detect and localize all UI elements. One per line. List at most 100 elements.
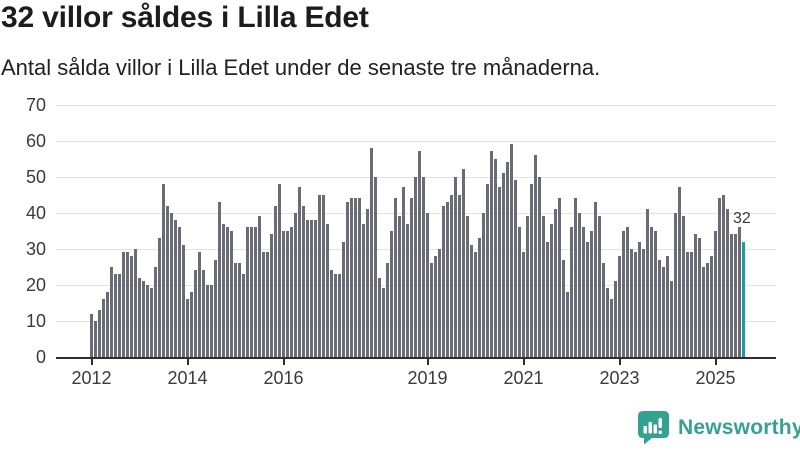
bar (162, 184, 165, 357)
bar (346, 202, 349, 357)
bar (410, 198, 413, 357)
bar (698, 238, 701, 357)
x-axis-tick-2019 (426, 358, 429, 365)
bar (286, 231, 289, 357)
bar (474, 252, 477, 357)
bar (118, 274, 121, 357)
x-axis-tick-2025 (714, 358, 717, 365)
bar (158, 238, 161, 357)
bar (402, 187, 405, 357)
bar (354, 198, 357, 357)
bar (334, 274, 337, 357)
y-axis-label: 0 (35, 347, 46, 367)
bar (170, 213, 173, 357)
bar (342, 242, 345, 357)
bar (690, 252, 693, 357)
bar (206, 285, 209, 357)
bar (678, 187, 681, 357)
bar (602, 263, 605, 357)
y-axis-label: 70 (25, 95, 46, 115)
bar (598, 216, 601, 357)
x-axis-label-2014: 2014 (167, 368, 208, 388)
bar (562, 260, 565, 357)
bar (590, 231, 593, 357)
bar (262, 252, 265, 357)
bar (194, 270, 197, 357)
y-axis-label: 40 (25, 203, 46, 223)
x-axis-tick-2014 (186, 358, 189, 365)
bar (594, 202, 597, 357)
y-axis-label: 50 (25, 167, 46, 187)
bar (386, 263, 389, 357)
bar (426, 213, 429, 357)
bar (90, 314, 93, 357)
y-axis-label: 20 (25, 275, 46, 295)
bar (318, 195, 321, 357)
bar (582, 227, 585, 357)
bar (98, 310, 101, 357)
bar (406, 224, 409, 357)
newsworthy-logo: Newsworthy (637, 411, 800, 445)
bar (450, 195, 453, 357)
x-axis-tick-2023 (618, 358, 621, 365)
bar (722, 195, 725, 357)
bar (330, 270, 333, 357)
bar (102, 299, 105, 357)
bar (186, 299, 189, 357)
x-axis-label-2012: 2012 (71, 368, 112, 388)
chart-title: 32 villor såldes i Lilla Edet (1, 1, 369, 34)
bar (566, 292, 569, 357)
bar (202, 270, 205, 357)
bar (658, 260, 661, 357)
bar (366, 209, 369, 357)
bar (114, 274, 117, 357)
bar (534, 155, 537, 357)
bar (542, 216, 545, 357)
x-axis-tick-2016 (282, 358, 285, 365)
bar (106, 292, 109, 357)
bar (382, 288, 385, 357)
bar (482, 213, 485, 357)
bar (462, 169, 465, 357)
bar (290, 227, 293, 357)
bar (530, 184, 533, 357)
bar (734, 234, 737, 357)
bar (638, 242, 641, 357)
bar (278, 184, 281, 357)
bar (522, 252, 525, 357)
bar (362, 224, 365, 357)
y-axis-label: 10 (25, 311, 46, 331)
bar (250, 227, 253, 357)
gridline-60 (56, 141, 776, 142)
x-axis-label-2021: 2021 (503, 368, 544, 388)
bar (666, 256, 669, 357)
x-axis-label-2023: 2023 (599, 368, 640, 388)
bar (190, 292, 193, 357)
x-axis-label-2019: 2019 (407, 368, 448, 388)
bar (694, 234, 697, 357)
bar (470, 245, 473, 357)
bar (414, 177, 417, 357)
bar (314, 220, 317, 357)
bar (682, 216, 685, 357)
bar (578, 213, 581, 357)
bar (674, 213, 677, 357)
bar (702, 267, 705, 357)
bar (138, 278, 141, 357)
bar (558, 198, 561, 357)
bar (726, 209, 729, 357)
bar (606, 288, 609, 357)
bar (374, 177, 377, 357)
bar-series (90, 105, 746, 357)
bar (166, 206, 169, 357)
bar (266, 252, 269, 357)
highlighted-bar (742, 242, 745, 357)
x-axis-tick-2012 (90, 358, 93, 365)
bar (518, 227, 521, 357)
bar (298, 187, 301, 357)
bar (714, 231, 717, 357)
bar (494, 159, 497, 357)
bar (458, 195, 461, 357)
bar (718, 198, 721, 357)
y-axis-label: 30 (25, 239, 46, 259)
